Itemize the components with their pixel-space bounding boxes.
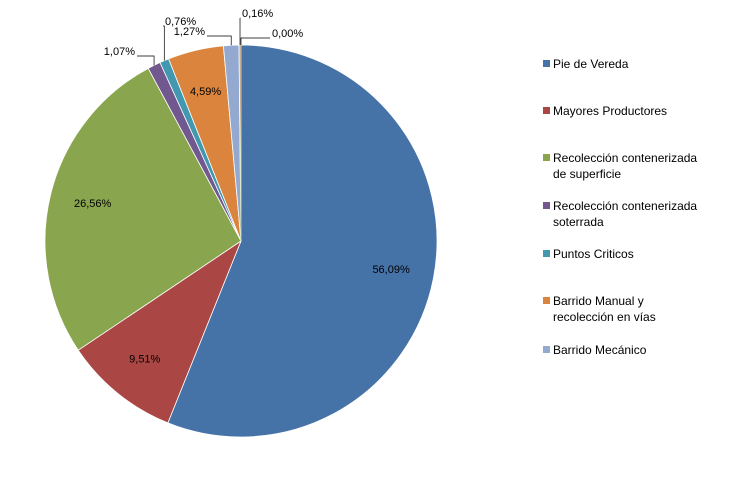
- legend-entry: Barrido Mecánico: [543, 342, 703, 358]
- legend-entry: Pie de Vereda: [543, 56, 703, 72]
- legend-label: Pie de Vereda: [553, 57, 629, 71]
- legend-label: Recolección contenerizada de superficie: [553, 151, 698, 181]
- data-label: 0,16%: [242, 8, 273, 20]
- data-label: 56,09%: [372, 264, 410, 276]
- slice: [44, 67, 242, 351]
- legend-entry: Recolección contenerizada soterrada: [543, 198, 703, 230]
- legend-label: Puntos Criticos: [553, 247, 634, 261]
- data-label: 0,76%: [165, 16, 196, 28]
- legend-entry: Puntos Criticos: [543, 246, 703, 262]
- data-label: 0,00%: [272, 28, 303, 40]
- leader-line: [163, 25, 165, 61]
- data-label: 26,56%: [74, 198, 112, 210]
- slice: [77, 239, 242, 424]
- legend-swatch: [543, 60, 550, 67]
- legend-label: Recolección contenerizada soterrada: [553, 199, 698, 229]
- legend-entry: Barrido Manual y recolección en vías: [543, 293, 703, 325]
- legend-swatch: [543, 297, 550, 304]
- legend-swatch: [543, 107, 550, 114]
- legend-label: Barrido Manual y recolección en vías: [553, 294, 656, 324]
- legend-label: Mayores Productores: [553, 104, 668, 118]
- legend-label: Barrido Mecánico: [553, 343, 647, 357]
- legend-swatch: [543, 154, 550, 161]
- legend-swatch: [543, 346, 550, 353]
- leader-line: [240, 37, 270, 45]
- slice: [167, 44, 438, 438]
- legend-swatch: [543, 250, 550, 257]
- data-label: 9,51%: [129, 354, 160, 366]
- legend-swatch: [543, 202, 550, 209]
- leader-line: [137, 55, 155, 66]
- data-label: 1,27%: [174, 26, 205, 38]
- legend-entry: Mayores Productores: [543, 103, 703, 119]
- data-label: 1,07%: [104, 46, 135, 58]
- leader-line: [207, 35, 232, 46]
- legend-entry: Recolección contenerizada de superficie: [543, 150, 703, 182]
- data-label: 4,59%: [190, 86, 221, 98]
